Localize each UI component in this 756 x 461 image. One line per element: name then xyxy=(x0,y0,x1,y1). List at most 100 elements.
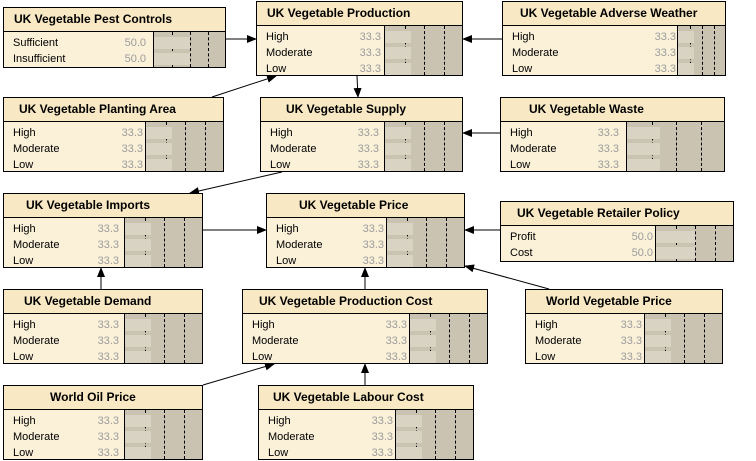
state-row-moderate[interactable]: Moderate 33.3 xyxy=(501,141,724,157)
state-row-insufficient[interactable]: Insufficient 50.0 xyxy=(4,51,225,67)
state-row-sufficient[interactable]: Sufficient 50.0 xyxy=(4,35,225,51)
state-row-low[interactable]: Low 33.3 xyxy=(4,253,202,269)
node-states: High 33.3 Moderate 33.3 Low 33.3 xyxy=(267,218,464,267)
state-row-low[interactable]: Low 33.3 xyxy=(4,349,202,365)
node-states: High 33.3 Moderate 33.3 Low 33.3 xyxy=(503,26,725,75)
state-label: High xyxy=(510,127,533,139)
state-row-moderate[interactable]: Moderate 33.3 xyxy=(243,333,487,349)
node-labour[interactable]: UK Vegetable Labour Cost High 33.3 Moderate… xyxy=(258,385,474,460)
probability-bar-panel xyxy=(677,26,725,75)
probability-bar-panel xyxy=(384,122,462,171)
state-row-high[interactable]: High 33.3 xyxy=(4,317,202,333)
state-probability-bar xyxy=(125,319,151,331)
state-row-high[interactable]: High 33.3 xyxy=(526,317,722,333)
node-production[interactable]: UK Vegetable Production High 33.3 Moderate 3… xyxy=(256,1,463,76)
state-row-low[interactable]: Low 33.3 xyxy=(4,445,202,461)
link-oil-to-prodcost xyxy=(202,362,275,386)
state-probability-bar xyxy=(387,223,413,235)
node-worldveg[interactable]: World Vegetable Price High 33.3 Moderate 33.… xyxy=(525,289,723,364)
state-row-high[interactable]: High 33.3 xyxy=(503,29,725,45)
state-row-high[interactable]: High 33.3 xyxy=(4,221,202,237)
state-row-high[interactable]: High 33.3 xyxy=(4,125,223,141)
state-row-low[interactable]: Low 33.3 xyxy=(257,61,462,77)
state-probability-bar xyxy=(385,31,411,43)
bar-gridline xyxy=(676,226,677,261)
state-probability-bar xyxy=(678,63,694,75)
bar-gridline xyxy=(164,218,165,267)
state-label: High xyxy=(266,31,289,43)
state-probability-bar xyxy=(385,63,411,75)
state-probability-bar xyxy=(125,335,151,347)
node-price[interactable]: UK Vegetable Price High 33.3 Moderate 33.3 Lo… xyxy=(266,193,465,268)
state-label: High xyxy=(512,31,535,43)
state-probability-bar xyxy=(678,31,694,43)
state-row-low[interactable]: Low 33.3 xyxy=(267,253,464,269)
state-row-moderate[interactable]: Moderate 33.3 xyxy=(259,429,473,445)
bar-gridline xyxy=(444,26,445,75)
state-probability: 33.3 xyxy=(97,431,119,443)
state-row-high[interactable]: High 33.3 xyxy=(243,317,487,333)
node-oil[interactable]: World Oil Price High 33.3 Moderate 33.3 Low 33… xyxy=(3,385,203,460)
state-probability-bar xyxy=(645,351,671,363)
state-probability: 33.3 xyxy=(97,223,119,235)
state-row-low[interactable]: Low 33.3 xyxy=(526,349,722,365)
state-row-high[interactable]: High 33.3 xyxy=(501,125,724,141)
node-demand[interactable]: UK Vegetable Demand High 33.3 Moderate 33.3 L… xyxy=(3,289,203,364)
node-title: UK Vegetable Demand xyxy=(4,290,202,314)
state-row-moderate[interactable]: Moderate 33.3 xyxy=(257,45,462,61)
bar-gridline xyxy=(701,122,702,171)
state-row-high[interactable]: High 33.3 xyxy=(4,413,202,429)
state-probability-bar xyxy=(146,159,172,171)
state-label: High xyxy=(252,319,275,331)
state-probability: 33.3 xyxy=(121,159,143,171)
node-retailer[interactable]: UK Vegetable Retailer Policy Profit 50.0 Co… xyxy=(500,201,734,262)
state-row-cost[interactable]: Cost 50.0 xyxy=(501,245,733,261)
node-weather[interactable]: UK Vegetable Adverse Weather High 33.3 Mode… xyxy=(502,1,726,76)
state-row-moderate[interactable]: Moderate 33.3 xyxy=(503,45,725,61)
state-row-low[interactable]: Low 33.3 xyxy=(259,445,473,461)
state-label: High xyxy=(13,223,36,235)
state-probability-bar xyxy=(125,255,151,267)
state-label: Profit xyxy=(510,231,536,243)
state-row-moderate[interactable]: Moderate 33.3 xyxy=(4,429,202,445)
state-probability: 33.3 xyxy=(620,319,642,331)
state-row-profit[interactable]: Profit 50.0 xyxy=(501,229,733,245)
state-probability: 33.3 xyxy=(97,447,119,459)
node-states: High 33.3 Moderate 33.3 Low 33.3 xyxy=(526,314,722,363)
node-title: UK Vegetable Planting Area xyxy=(4,98,223,122)
state-probability: 33.3 xyxy=(654,63,676,75)
state-row-low[interactable]: Low 33.3 xyxy=(261,157,462,173)
state-row-high[interactable]: High 33.3 xyxy=(261,125,462,141)
probability-bar-panel xyxy=(409,314,487,363)
node-waste[interactable]: UK Vegetable Waste High 33.3 Moderate 33.3 Lo… xyxy=(500,97,725,172)
state-row-moderate[interactable]: Moderate 33.3 xyxy=(261,141,462,157)
state-row-moderate[interactable]: Moderate 33.3 xyxy=(4,333,202,349)
probability-bar-panel xyxy=(395,410,473,459)
state-row-moderate[interactable]: Moderate 33.3 xyxy=(4,237,202,253)
state-probability-bar xyxy=(645,335,671,347)
node-pest[interactable]: UK Vegetable Pest Controls Sufficient 50.0… xyxy=(3,7,226,68)
state-probability-bar xyxy=(385,143,411,155)
node-prodcost[interactable]: UK Vegetable Production Cost High 33.3 Mode… xyxy=(242,289,488,364)
node-imports[interactable]: UK Vegetable Imports High 33.3 Moderate 33.3… xyxy=(3,193,203,268)
state-row-moderate[interactable]: Moderate 33.3 xyxy=(4,141,223,157)
link-planting-to-production xyxy=(211,75,277,98)
state-row-low[interactable]: Low 33.3 xyxy=(243,349,487,365)
state-row-high[interactable]: High 33.3 xyxy=(259,413,473,429)
state-probability: 33.3 xyxy=(371,415,393,427)
state-label: Sufficient xyxy=(13,37,59,49)
state-row-moderate[interactable]: Moderate 33.3 xyxy=(267,237,464,253)
state-row-moderate[interactable]: Moderate 33.3 xyxy=(526,333,722,349)
node-supply[interactable]: UK Vegetable Supply High 33.3 Moderate 33.3 L… xyxy=(260,97,463,172)
state-probability: 33.3 xyxy=(371,431,393,443)
state-row-low[interactable]: Low 33.3 xyxy=(501,157,724,173)
bar-gridline xyxy=(446,218,447,267)
state-label: Low xyxy=(535,351,556,363)
state-row-low[interactable]: Low 33.3 xyxy=(4,157,223,173)
state-row-high[interactable]: High 33.3 xyxy=(267,221,464,237)
state-row-high[interactable]: High 33.3 xyxy=(257,29,462,45)
bar-gridline xyxy=(702,26,703,75)
state-row-low[interactable]: Low 33.3 xyxy=(503,61,725,77)
node-planting[interactable]: UK Vegetable Planting Area High 33.3 Modera… xyxy=(3,97,224,172)
node-title: UK Vegetable Imports xyxy=(4,194,202,218)
